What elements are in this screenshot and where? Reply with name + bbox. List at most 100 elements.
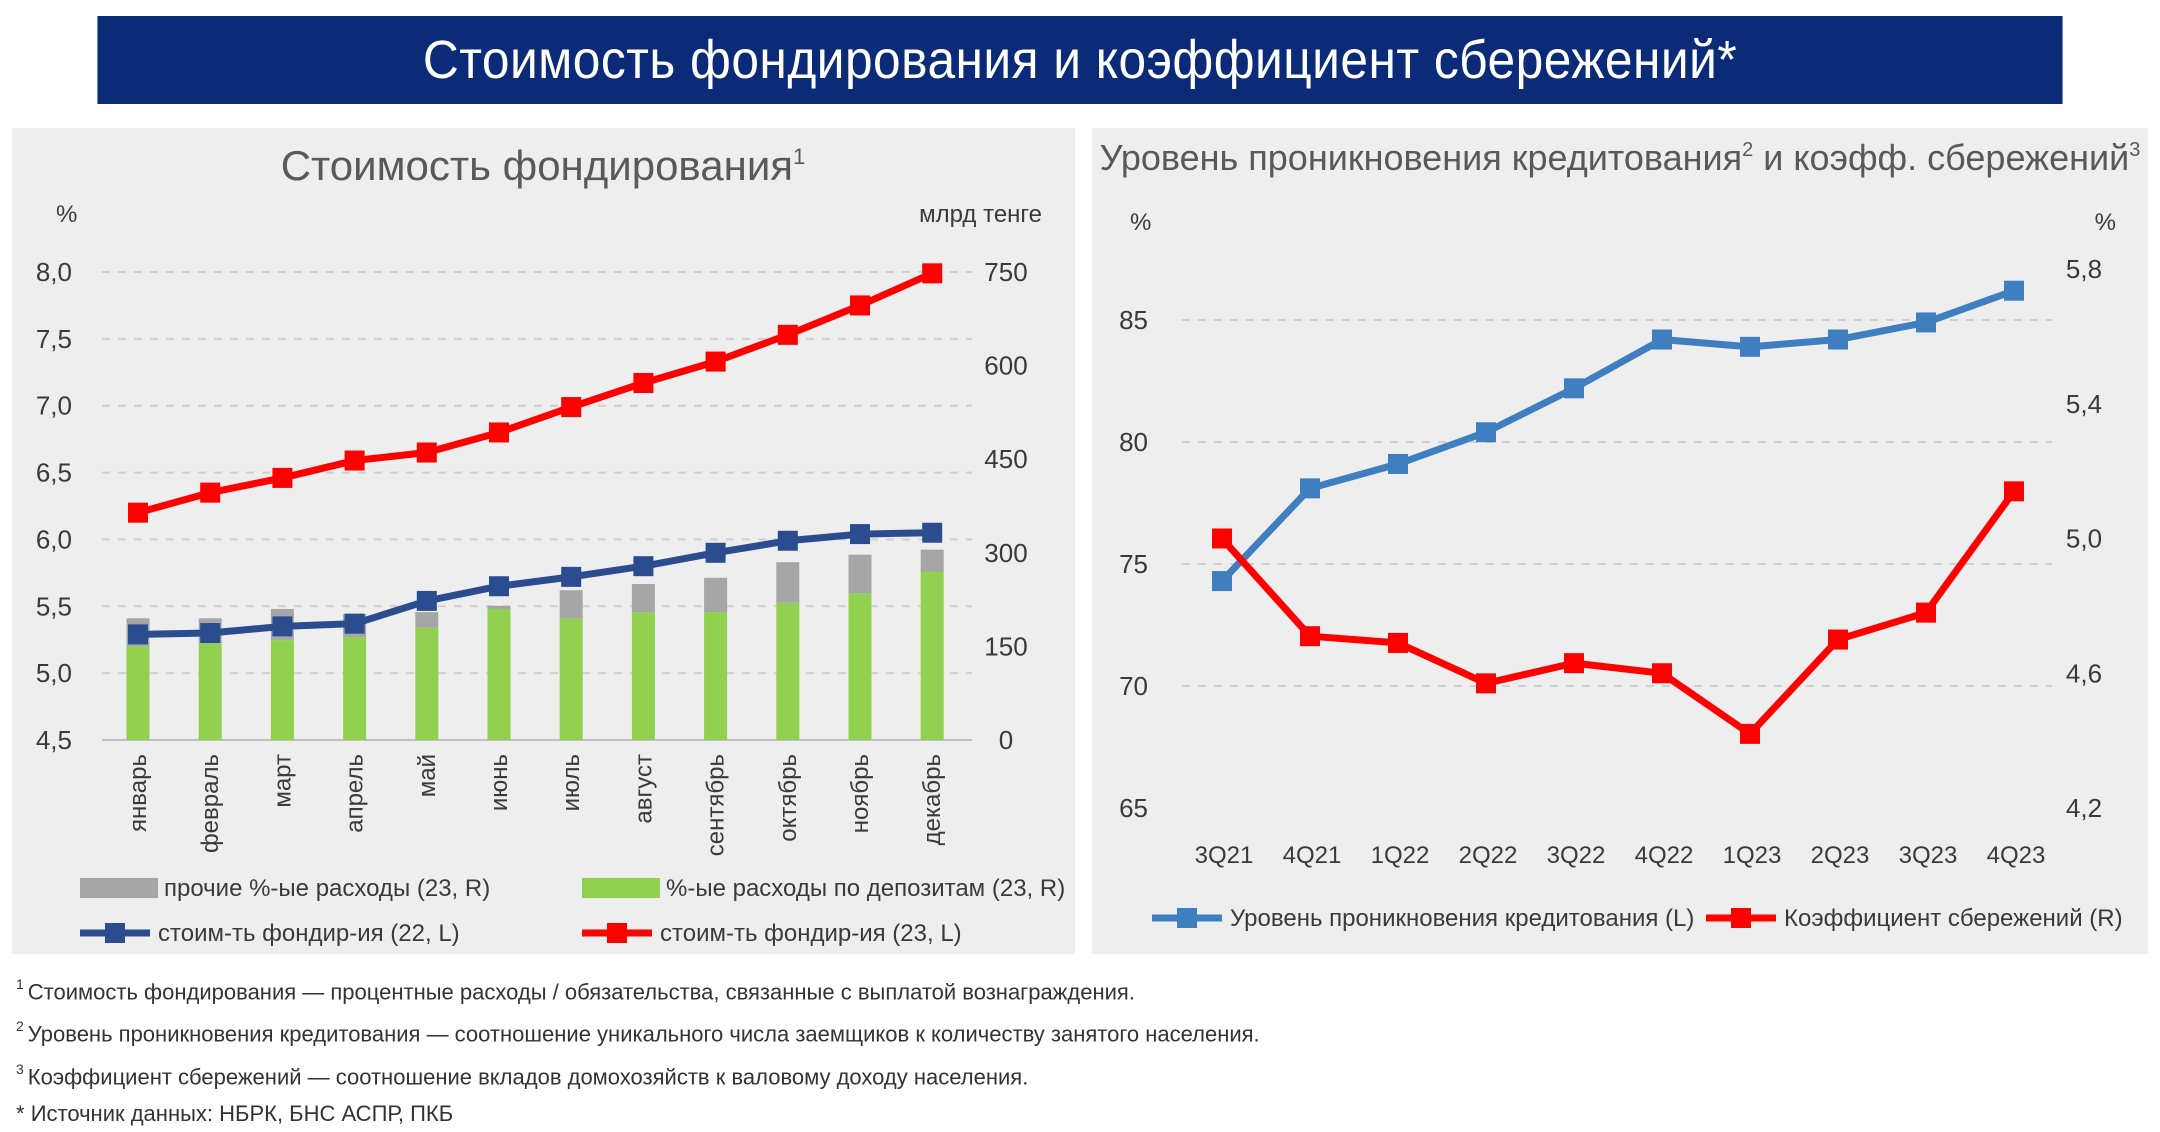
cost-23-marker bbox=[777, 324, 798, 345]
cost-23-marker bbox=[344, 450, 365, 471]
legend-deposit-expense-swatch bbox=[582, 878, 660, 898]
left-tick-label: 70 bbox=[1119, 671, 1148, 701]
left-tick-label: 7,0 bbox=[36, 391, 72, 421]
x-tick-label: март bbox=[269, 754, 296, 808]
deposit-expense-bar bbox=[343, 637, 367, 740]
left-tick-label: 85 bbox=[1119, 305, 1148, 335]
savings-line bbox=[1219, 489, 2017, 738]
other-expense-bar bbox=[415, 612, 439, 628]
x-tick-label: июль bbox=[558, 754, 585, 811]
savings-marker bbox=[1740, 723, 1760, 744]
deposit-expense-bar bbox=[270, 640, 294, 740]
deposit-expense-bar bbox=[704, 612, 728, 740]
x-tick-label: 1Q23 bbox=[1723, 842, 1782, 869]
savings-marker bbox=[1652, 663, 1672, 684]
cost-23-marker bbox=[272, 467, 293, 488]
x-tick-label: ноябрь bbox=[847, 754, 874, 833]
cost-22-marker bbox=[272, 616, 293, 637]
footnote-1: 1 Стоимость фондирования — процентные рас… bbox=[16, 976, 1135, 1005]
x-tick-label: 4Q21 bbox=[1283, 842, 1342, 869]
funding-cost-chart: Стоимость фондирования1% млрд тенге 4,5 5,0… bbox=[36, 142, 1065, 947]
legend-cost-23-swatch-marker bbox=[607, 923, 627, 943]
left-tick-label: 80 bbox=[1119, 427, 1148, 457]
cost-22-marker bbox=[128, 624, 148, 645]
penetration-marker bbox=[1916, 312, 1936, 333]
other-expense-bar bbox=[631, 584, 655, 613]
other-expense-bar bbox=[704, 577, 728, 613]
x-tick-label: 4Q22 bbox=[1635, 842, 1694, 869]
savings-marker bbox=[1476, 673, 1496, 694]
right-tick-label: 0 bbox=[999, 725, 1013, 755]
other-expense-bar bbox=[487, 605, 511, 609]
left-tick-label: 65 bbox=[1119, 793, 1148, 823]
right-tick-label: 5,4 bbox=[2066, 389, 2102, 419]
chart-title: Уровень проникновения кредитования2 и ко… bbox=[1100, 137, 2141, 178]
penetration-marker bbox=[1212, 571, 1232, 592]
savings-marker bbox=[1300, 626, 1320, 647]
x-tick-label: апрель bbox=[342, 754, 369, 833]
x-tick-label: 2Q23 bbox=[1811, 842, 1870, 869]
cost-23-line bbox=[137, 270, 934, 517]
penetration-marker bbox=[1652, 329, 1672, 350]
x-tick-label: 1Q22 bbox=[1371, 842, 1430, 869]
x-tick-label: 4Q23 bbox=[1987, 842, 2046, 869]
footnote-source: * Источник данных: НБРК, БНС АСПР, ПКБ bbox=[16, 1100, 454, 1126]
legend-cost-23-label: стоим-ть фондир-ия (23, L) bbox=[660, 920, 962, 947]
other-expense-bar bbox=[559, 590, 583, 619]
right-tick-label: 5,0 bbox=[2066, 524, 2102, 554]
left-tick-label: 75 bbox=[1119, 549, 1148, 579]
penetration-marker bbox=[1388, 453, 1408, 474]
other-expense-bar bbox=[848, 554, 872, 594]
cost-22-marker bbox=[489, 576, 509, 597]
cost-22-marker bbox=[200, 623, 221, 644]
x-tick-label: май bbox=[414, 754, 441, 797]
x-tick-label: октябрь bbox=[775, 754, 802, 842]
deposit-expense-bar bbox=[126, 646, 150, 740]
left-axis-label: % bbox=[56, 201, 77, 228]
cost-22-marker bbox=[561, 566, 582, 587]
x-tick-label: 3Q23 bbox=[1899, 842, 1958, 869]
x-tick-label: сентябрь bbox=[703, 754, 730, 856]
banner-title: Стоимость фондирования и коэффициент сбе… bbox=[422, 30, 1738, 90]
legend-cost-22-swatch-marker bbox=[105, 923, 125, 943]
right-axis-label: млрд тенге bbox=[919, 201, 1042, 228]
footnote-3: 3 Коэффициент сбережений — соотношение вк… bbox=[16, 1060, 1029, 1089]
penetration-marker bbox=[1564, 378, 1584, 399]
penetration-savings-chart: Уровень проникновения кредитования2 и ко… bbox=[1100, 137, 2141, 932]
other-expense-bar bbox=[920, 549, 944, 572]
cost-22-marker bbox=[850, 524, 870, 545]
left-axis-label: % bbox=[1130, 209, 1151, 236]
x-tick-label: январь bbox=[125, 754, 152, 832]
legend-penetration-label: Уровень проникновения кредитования (L) bbox=[1230, 905, 1694, 932]
x-tick-label: 3Q21 bbox=[1195, 842, 1254, 869]
legend-savings-label: Коэффициент сбережений (R) bbox=[1784, 905, 2123, 932]
other-expense-bar bbox=[776, 562, 800, 603]
cost-22-marker bbox=[633, 556, 654, 577]
x-tick-label: июнь bbox=[486, 754, 513, 811]
x-tick-label: август bbox=[630, 754, 657, 824]
cost-23-marker bbox=[489, 422, 509, 443]
left-tick-label: 6,5 bbox=[36, 458, 72, 488]
cost-23-marker bbox=[200, 482, 221, 503]
penetration-marker bbox=[1476, 422, 1496, 443]
left-tick-label: 6,0 bbox=[36, 524, 72, 554]
savings-marker bbox=[1212, 528, 1232, 549]
legend-cost-22-label: стоим-ть фондир-ия (22, L) bbox=[158, 920, 460, 947]
right-tick-label: 4,6 bbox=[2066, 658, 2102, 688]
cost-22-line bbox=[137, 529, 933, 638]
right-tick-label: 300 bbox=[984, 538, 1027, 568]
deposit-expense-bar bbox=[559, 618, 583, 740]
cost-22-marker bbox=[416, 590, 437, 611]
deposit-expense-bar bbox=[415, 627, 439, 740]
cost-23-marker bbox=[705, 351, 726, 372]
penetration-marker bbox=[2004, 280, 2024, 301]
cost-23-marker bbox=[128, 502, 148, 523]
legend-penetration-swatch-marker bbox=[1177, 908, 1197, 928]
x-tick-label: декабрь bbox=[919, 754, 946, 845]
right-axis-label: % bbox=[2095, 209, 2116, 236]
cost-22-marker bbox=[922, 522, 943, 543]
cost-22-marker bbox=[705, 542, 726, 563]
savings-marker bbox=[1564, 653, 1584, 674]
left-tick-label: 5,0 bbox=[36, 658, 72, 688]
savings-marker bbox=[1828, 629, 1848, 650]
